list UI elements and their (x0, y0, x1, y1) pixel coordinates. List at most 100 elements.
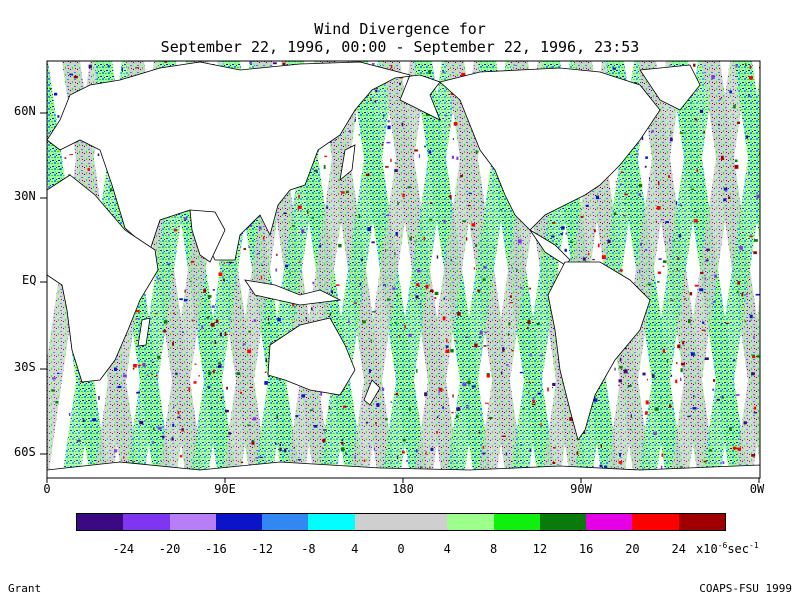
speckle-point (483, 345, 487, 347)
speckle-point (210, 322, 215, 327)
speckle-point (635, 82, 638, 84)
speckle-point (675, 201, 678, 205)
colorbar-swatch (262, 514, 309, 530)
speckle-point (218, 272, 223, 276)
speckle-point (552, 462, 556, 464)
speckle-point (418, 154, 421, 158)
speckle-point (167, 419, 170, 421)
speckle-point (375, 89, 378, 93)
speckle-point (264, 371, 267, 373)
speckle-point (645, 400, 649, 405)
eurasia-landmass (46, 61, 441, 261)
colorbar-swatch (308, 514, 355, 530)
speckle-point (265, 358, 267, 363)
speckle-point (394, 169, 398, 172)
lat-label-30s: 30S (14, 360, 36, 374)
colorbar-tick-label: -20 (158, 542, 181, 556)
speckle-point (723, 198, 727, 202)
speckle-point (367, 227, 371, 232)
speckle-point (397, 455, 399, 459)
speckle-point (509, 302, 513, 304)
speckle-point (292, 225, 295, 228)
speckle-point (240, 391, 242, 394)
speckle-point (358, 214, 361, 218)
speckle-point (329, 313, 331, 316)
speckle-point (446, 338, 448, 343)
speckle-point (693, 219, 698, 223)
speckle-point (680, 362, 685, 366)
speckle-point (552, 387, 554, 389)
speckle-point (383, 284, 387, 286)
speckle-point (341, 442, 344, 445)
speckle-point (585, 204, 589, 207)
speckle-point (184, 289, 186, 293)
speckle-point (618, 384, 620, 387)
speckle-point (473, 267, 476, 270)
speckle-point (749, 314, 753, 319)
speckle-point (630, 414, 632, 418)
speckle-point (354, 118, 356, 122)
speckle-point (587, 252, 590, 256)
speckle-point (260, 275, 263, 280)
speckle-point (414, 149, 418, 152)
speckle-point (275, 442, 277, 445)
speckle-point (136, 310, 140, 313)
speckle-point (618, 379, 622, 383)
colorbar-tick-label: 20 (625, 542, 640, 556)
indonesia (244, 279, 342, 306)
colorbar-swatch (169, 514, 216, 530)
speckle-point (670, 137, 673, 140)
speckle-point (373, 447, 375, 451)
speckle-point (52, 377, 56, 380)
speckle-point (482, 445, 485, 449)
speckle-point (754, 239, 758, 242)
speckle-point (614, 367, 616, 371)
speckle-point (362, 320, 366, 324)
speckle-point (699, 109, 703, 113)
speckle-point (340, 447, 345, 452)
speckle-point (420, 466, 422, 468)
speckle-point (486, 373, 490, 376)
axis-ticks (40, 112, 760, 483)
units-exponent: -6 (717, 541, 728, 550)
speckle-point (755, 293, 760, 296)
speckle-point (532, 397, 535, 400)
speckle-point (642, 372, 646, 376)
speckle-point (57, 372, 60, 374)
speckle-point (213, 369, 215, 374)
speckle-point (613, 212, 617, 215)
speckle-point (438, 389, 440, 394)
speckle-point (746, 293, 748, 295)
speckle-point (64, 157, 67, 159)
south-america (547, 261, 651, 441)
speckle-point (430, 447, 434, 451)
speckle-point (402, 451, 405, 454)
speckle-point (723, 187, 728, 191)
speckle-point (749, 320, 751, 322)
speckle-point (207, 386, 211, 388)
speckle-point (561, 226, 565, 230)
speckle-point (644, 249, 648, 251)
speckle-point (749, 65, 751, 69)
speckle-point (745, 63, 747, 66)
speckle-point (113, 456, 116, 458)
speckle-point (443, 297, 446, 300)
colorbar-tick-label: -12 (251, 542, 273, 556)
speckle-point (179, 298, 183, 301)
speckle-point (135, 318, 138, 320)
speckle-point (382, 213, 385, 215)
speckle-point (595, 195, 599, 200)
speckle-point (76, 440, 81, 442)
speckle-point (416, 369, 418, 373)
speckle-point (660, 465, 663, 469)
speckle-point (323, 165, 326, 169)
speckle-point (416, 283, 420, 287)
speckle-point (676, 362, 678, 365)
speckle-point (358, 134, 360, 136)
speckle-point (687, 415, 691, 417)
speckle-point (645, 156, 648, 159)
speckle-point (644, 165, 647, 168)
speckle-point (565, 232, 568, 235)
speckle-point (735, 394, 740, 396)
colorbar-tick-label: 8 (489, 542, 498, 556)
